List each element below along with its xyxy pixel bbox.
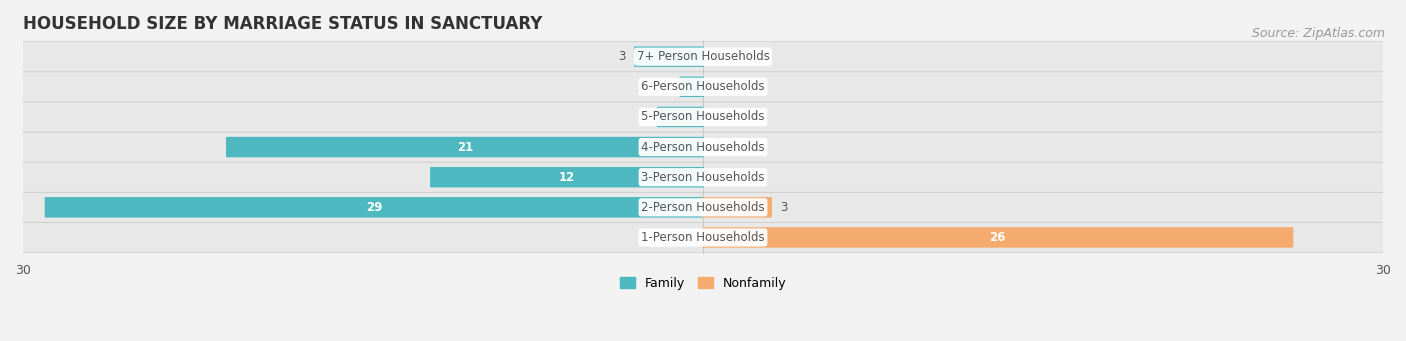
FancyBboxPatch shape	[634, 46, 704, 67]
Text: 0: 0	[714, 80, 721, 93]
FancyBboxPatch shape	[702, 227, 1294, 248]
Text: Source: ZipAtlas.com: Source: ZipAtlas.com	[1251, 27, 1385, 40]
FancyBboxPatch shape	[430, 167, 704, 188]
Text: HOUSEHOLD SIZE BY MARRIAGE STATUS IN SANCTUARY: HOUSEHOLD SIZE BY MARRIAGE STATUS IN SAN…	[22, 15, 543, 33]
FancyBboxPatch shape	[22, 132, 1384, 162]
Text: 1-Person Households: 1-Person Households	[641, 231, 765, 244]
Text: 2: 2	[641, 110, 648, 123]
Text: 7+ Person Households: 7+ Person Households	[637, 50, 769, 63]
FancyBboxPatch shape	[22, 192, 1384, 222]
FancyBboxPatch shape	[22, 102, 1384, 132]
Text: 3: 3	[780, 201, 787, 214]
Text: 3-Person Households: 3-Person Households	[641, 171, 765, 184]
Text: 26: 26	[990, 231, 1005, 244]
FancyBboxPatch shape	[679, 77, 704, 97]
Text: 0: 0	[714, 171, 721, 184]
Text: 0: 0	[685, 231, 692, 244]
FancyBboxPatch shape	[226, 137, 704, 157]
Text: 0: 0	[714, 110, 721, 123]
Text: 2-Person Households: 2-Person Households	[641, 201, 765, 214]
FancyBboxPatch shape	[702, 197, 772, 218]
Text: 3: 3	[619, 50, 626, 63]
FancyBboxPatch shape	[22, 162, 1384, 192]
Text: 29: 29	[366, 201, 382, 214]
FancyBboxPatch shape	[22, 42, 1384, 72]
Legend: Family, Nonfamily: Family, Nonfamily	[614, 272, 792, 295]
FancyBboxPatch shape	[22, 72, 1384, 102]
FancyBboxPatch shape	[22, 222, 1384, 253]
Text: 5-Person Households: 5-Person Households	[641, 110, 765, 123]
Text: 6-Person Households: 6-Person Households	[641, 80, 765, 93]
Text: 21: 21	[457, 140, 472, 153]
Text: 1: 1	[664, 80, 671, 93]
FancyBboxPatch shape	[45, 197, 704, 218]
FancyBboxPatch shape	[657, 107, 704, 127]
Text: 0: 0	[714, 140, 721, 153]
Text: 12: 12	[558, 171, 575, 184]
Text: 0: 0	[714, 50, 721, 63]
Text: 4-Person Households: 4-Person Households	[641, 140, 765, 153]
